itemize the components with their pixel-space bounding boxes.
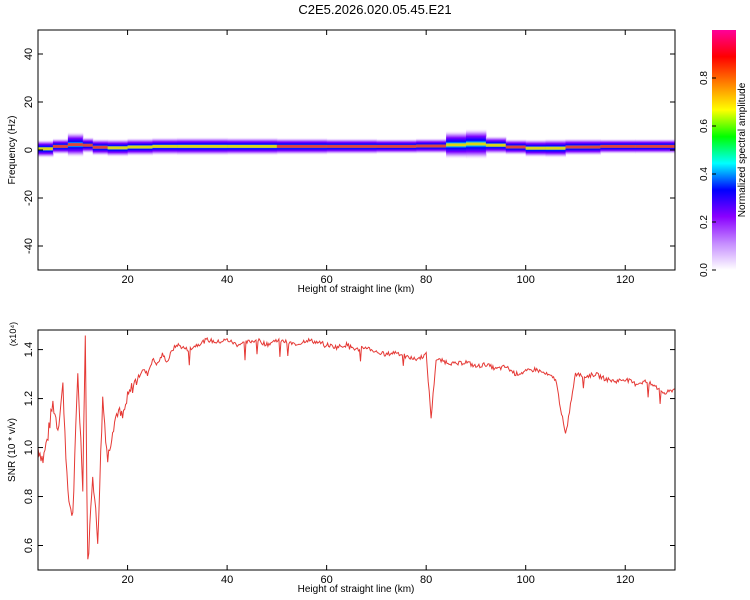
ridge-core [565,145,601,149]
ridge-core [107,146,129,150]
ridge-core [376,144,417,148]
colorbar-ticks: 0.0 0.2 0.4 0.6 0.8 [699,71,716,277]
x-tick-label: 60 [321,574,333,586]
ridge-core [635,144,675,148]
y-tick-label: 0.8 [23,489,35,504]
ridge-core [545,146,567,150]
ridge-core [485,143,507,147]
x-tick-label: 120 [616,274,634,286]
ridge-core [276,144,328,148]
colorbar-label: Normalized spectral amplitude [737,82,748,217]
colorbar-tick-label: 0.4 [699,167,710,181]
colorbar-tick-label: 0.6 [699,119,710,133]
x-tick-label: 40 [221,574,233,586]
colorbar: 0.0 0.2 0.4 0.6 0.8 Normalized spectral ampl… [699,30,748,277]
x-tick-label: 40 [221,274,233,286]
ridge-core [52,144,69,148]
colorbar-tick-label: 0.0 [699,263,710,277]
spectrogram-y-ticks: 40 20 0 -20 -40 [23,48,675,254]
ridge-core [465,142,487,146]
ridge-core [227,144,278,148]
snr-panel: 20 40 60 80 100 120 1.4 1.2 1.0 0.8 0.6 Height of… [7,322,676,595]
ridge-core [326,144,377,148]
ridge-core [38,147,54,151]
y-tick-label: 20 [23,96,35,108]
chart-title: C2E5.2026.020.05.45.E21 [298,2,451,17]
y-tick-label: 1.0 [23,440,35,455]
spectral-ridge [38,128,675,160]
snr-y-ticks: 1.4 1.2 1.0 0.8 0.6 [23,342,675,553]
y-tick-label: 0.6 [23,538,35,553]
x-tick-label: 60 [321,274,333,286]
colorbar-tick-label: 0.2 [699,215,710,229]
ridge-core [82,143,94,147]
ridge-core [127,145,153,149]
x-tick-label: 80 [420,574,432,586]
ridge-core [525,146,547,150]
ridge-core [92,145,109,149]
y-tick-label: 1.2 [23,391,35,406]
x-tick-label: 80 [420,274,432,286]
snr-x-axis-label: Height of straight line (km) [298,584,415,595]
colorbar-tick-label: 0.8 [699,71,710,85]
snr-frame [37,329,676,571]
x-tick-label: 100 [517,574,535,586]
spectrogram-y-axis-label: Frequency (Hz) [7,116,18,185]
x-tick-label: 20 [121,274,133,286]
colorbar-scale [712,30,736,270]
ridge-core [152,144,178,148]
spectrogram-x-axis-label: Height of straight line (km) [298,284,415,295]
ridge-core [600,144,636,148]
snr-x-ticks: 20 40 60 80 100 120 [121,330,634,586]
y-tick-label: -40 [23,238,35,254]
ridge-core [177,144,228,148]
snr-y-axis-label: SNR (10 * v/v) [7,418,18,482]
snr-series-line [38,335,675,560]
y-tick-label: -20 [23,190,35,206]
snr-multiplier-label: (x10⁴) [8,322,18,346]
ridge-core [505,145,527,149]
ridge-core [416,144,447,148]
y-tick-label: 1.4 [23,342,35,357]
x-tick-label: 100 [517,274,535,286]
spectrogram-x-ticks: 20 40 60 80 100 120 [121,30,634,286]
ridge-core [67,143,84,147]
spectrogram-panel: 20 40 60 80 100 120 40 20 0 -20 -40 Height of str… [7,29,676,295]
y-tick-label: 40 [23,48,35,60]
x-tick-label: 20 [121,574,133,586]
x-tick-label: 120 [616,574,634,586]
ridge-core [446,143,467,147]
y-tick-label: 0 [23,147,35,153]
